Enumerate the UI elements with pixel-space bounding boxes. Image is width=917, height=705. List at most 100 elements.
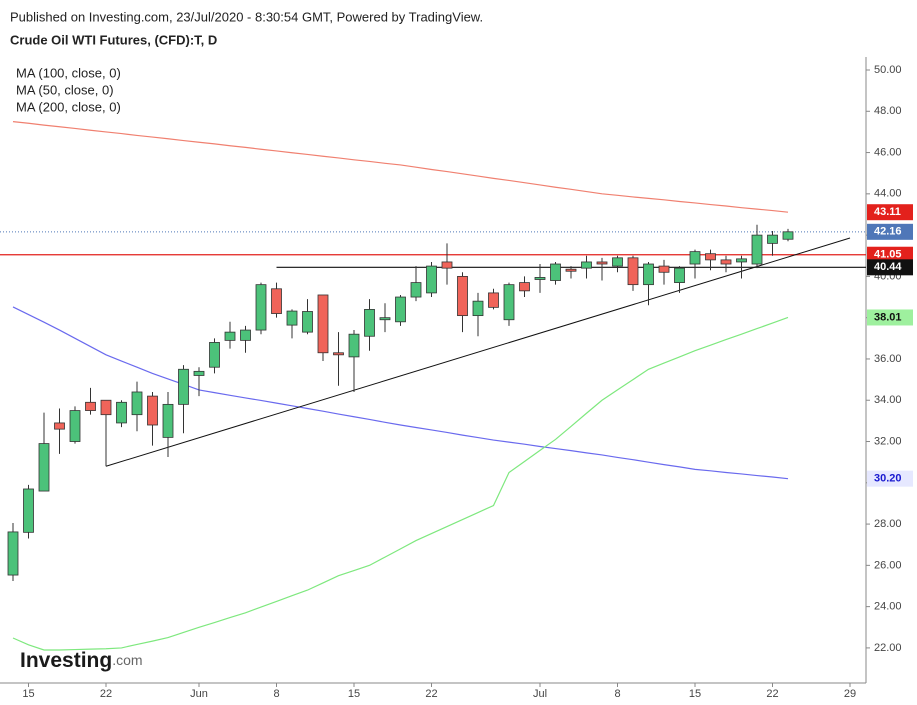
legend-label: MA (50, close, 0): [16, 82, 114, 97]
y-tick-label: 24.00: [874, 601, 902, 613]
candle-body: [85, 401, 96, 411]
y-tick-label: 50.00: [874, 64, 902, 76]
candle-body: [488, 292, 499, 308]
ma-line: [12, 121, 789, 213]
candle-body: [240, 329, 251, 341]
candle-body: [395, 296, 406, 323]
candle-body: [720, 259, 732, 265]
candle-body: [674, 267, 685, 283]
candle-body: [379, 317, 391, 321]
y-tick-label: 44.00: [874, 188, 902, 200]
candle-body: [736, 258, 747, 263]
x-tick-label: Jun: [190, 688, 208, 700]
price-marker-label: 40.44: [874, 261, 902, 273]
candle-body: [410, 282, 422, 298]
price-marker: [867, 470, 913, 487]
candle-body: [100, 399, 112, 416]
candle-body: [317, 294, 329, 354]
candle-body: [643, 263, 654, 286]
candle-body: [255, 284, 267, 331]
logo-suffix: .com: [112, 652, 142, 668]
candle-body: [54, 422, 65, 430]
price-marker-label: 43.11: [874, 206, 901, 218]
x-tick-label: 8: [614, 688, 620, 700]
x-tick-label: 29: [844, 688, 856, 700]
x-tick-label: 15: [22, 688, 34, 700]
price-marker: [867, 246, 913, 263]
y-tick-label: 36.00: [874, 353, 902, 365]
y-tick-label: 46.00: [874, 146, 902, 158]
candle-body: [162, 403, 174, 438]
price-marker-label: 30.20: [874, 473, 902, 485]
candle-body: [69, 410, 81, 442]
candle-body: [23, 488, 34, 533]
candle-body: [224, 331, 236, 341]
candle-body: [441, 261, 453, 269]
candle-body: [705, 253, 716, 261]
candle-body: [193, 370, 205, 376]
candle-body: [612, 257, 623, 267]
ma-line: [12, 306, 789, 480]
legend-label: MA (100, close, 0): [16, 65, 121, 80]
legend-label: MA (200, close, 0): [16, 99, 121, 114]
candle-body: [503, 284, 515, 321]
candle-body: [519, 282, 530, 292]
candle-body: [658, 265, 670, 273]
candle-body: [209, 342, 220, 368]
price-marker: [867, 223, 913, 240]
x-tick-label: 22: [766, 688, 778, 700]
price-marker: [867, 309, 913, 326]
x-tick-label: Jul: [533, 688, 547, 700]
candle-body: [565, 268, 577, 272]
y-tick-label: 32.00: [874, 435, 902, 447]
source: Published on Investing.com, 23/Jul/2020 …: [10, 9, 483, 24]
candle-body: [457, 275, 468, 317]
candle-body: [534, 277, 546, 280]
trendline: [105, 237, 851, 467]
candle-body: [751, 234, 763, 265]
candle-body: [7, 531, 19, 576]
x-tick-label: 15: [348, 688, 360, 700]
logo: Investing.com: [20, 649, 143, 672]
candle-body: [286, 310, 298, 326]
logo-name: Investing: [20, 649, 112, 672]
ma-line: [12, 316, 789, 651]
price-marker: [867, 204, 913, 221]
price-marker-label: 41.05: [874, 249, 902, 261]
candle-body: [147, 395, 158, 426]
candle-body: [472, 300, 484, 317]
candle-body: [364, 309, 375, 337]
x-tick-label: 22: [425, 688, 437, 700]
y-tick-label: 48.00: [874, 105, 902, 117]
x-tick-label: 8: [273, 688, 279, 700]
candle-body: [131, 391, 143, 416]
candle-body: [689, 251, 701, 265]
candle-body: [581, 261, 592, 269]
x-tick-label: 22: [100, 688, 112, 700]
candle-body: [627, 257, 639, 286]
price-marker-label: 38.01: [874, 311, 902, 323]
candle-body: [271, 288, 282, 314]
candle-body: [426, 265, 437, 294]
y-tick-label: 28.00: [874, 518, 902, 530]
price-marker-label: 42.16: [874, 226, 902, 238]
candle-body: [178, 368, 189, 405]
y-tick-label: 22.00: [874, 642, 902, 654]
candle-body: [596, 261, 608, 265]
candle-body: [116, 401, 127, 424]
candle-body: [333, 352, 344, 356]
chart-title: Crude Oil WTI Futures, (CFD):T, D: [10, 32, 217, 47]
candle-body: [38, 443, 50, 492]
price-marker: [867, 259, 913, 276]
candle-body: [782, 231, 794, 240]
candle-body: [550, 263, 561, 281]
candle-body: [348, 333, 360, 358]
x-tick-label: 15: [689, 688, 701, 700]
candle-body: [302, 311, 313, 333]
y-tick-label: 26.00: [874, 559, 902, 571]
y-tick-label: 34.00: [874, 394, 902, 406]
